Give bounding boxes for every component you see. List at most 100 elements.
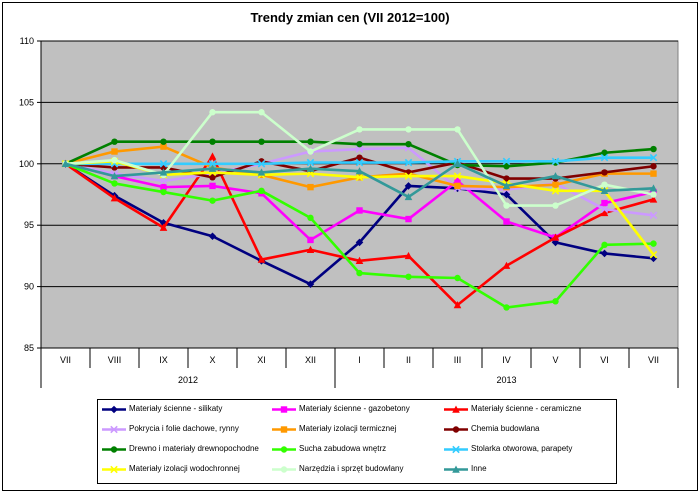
data-point (600, 205, 609, 214)
data-point (650, 240, 657, 247)
legend-swatch-marker (280, 406, 288, 413)
data-point (600, 153, 609, 162)
data-point (502, 261, 511, 269)
series-8 (62, 160, 657, 311)
data-point (453, 159, 462, 167)
data-point (551, 172, 560, 180)
series-12 (61, 159, 658, 201)
data-point (355, 173, 364, 182)
data-point (503, 163, 510, 170)
legend-label: Materiały ścienne - ceramiczne (471, 404, 582, 413)
data-point (601, 199, 608, 207)
data-point (600, 186, 609, 195)
x-tick-label: VI (600, 355, 609, 365)
data-point (601, 181, 608, 188)
data-point (404, 251, 413, 260)
legend-label: Stolarka otworowa, parapety (471, 444, 573, 453)
data-point (600, 208, 609, 217)
data-point (355, 167, 364, 175)
x-tick-label: V (552, 355, 558, 365)
legend-swatch-marker (280, 426, 288, 433)
data-point (209, 174, 216, 181)
data-point (356, 126, 363, 133)
legend-swatch (102, 465, 126, 474)
legend-swatch-marker (110, 405, 118, 414)
data-point (110, 194, 119, 202)
data-point (650, 163, 657, 170)
data-point (355, 256, 364, 265)
legend-label: Chemia budowlana (471, 424, 540, 433)
x-tick-label: VII (60, 355, 71, 365)
data-point (208, 160, 217, 168)
data-point (209, 109, 216, 116)
data-point (405, 140, 412, 148)
data-point (551, 238, 560, 247)
data-point (160, 143, 167, 150)
data-point (502, 157, 511, 166)
data-point (208, 164, 217, 172)
legend-swatch (102, 446, 126, 453)
data-point (502, 181, 511, 190)
data-point (503, 175, 510, 182)
legend-label: Inne (471, 464, 487, 473)
data-point (111, 180, 118, 187)
data-point (159, 160, 168, 168)
plot-area (40, 40, 679, 349)
data-point (551, 233, 560, 241)
y-tick-label: 105 (19, 97, 34, 107)
data-point (601, 149, 608, 156)
data-point (258, 187, 265, 195)
legend-swatch (444, 445, 468, 454)
data-point (650, 170, 657, 177)
legend-swatch-marker (110, 425, 118, 434)
data-point (552, 181, 559, 188)
x-tick-label: XI (257, 355, 266, 365)
data-point (355, 238, 364, 247)
x-tick-label: XII (305, 355, 316, 365)
data-point (649, 250, 658, 259)
legend-label: Pokrycia i folie dachowe, rynny (129, 424, 239, 433)
data-point (160, 138, 167, 145)
data-point (306, 158, 315, 167)
data-point (551, 187, 560, 195)
data-point (404, 158, 413, 167)
data-point (306, 164, 315, 172)
data-point (307, 148, 314, 155)
data-point (404, 192, 413, 201)
data-point (61, 159, 70, 167)
data-point (649, 195, 658, 203)
data-point (454, 177, 461, 185)
legend-swatch (272, 426, 296, 433)
data-point (110, 172, 119, 180)
data-point (258, 109, 265, 116)
data-point (405, 126, 412, 133)
data-point (356, 269, 363, 277)
data-point (650, 191, 657, 198)
data-point (453, 301, 462, 309)
legend-label: Drewno i materiały drewnopochodne (129, 444, 259, 453)
legend-swatch (272, 446, 296, 453)
x-tick-label: III (454, 355, 462, 365)
x-tick-label: VIII (108, 355, 122, 365)
data-point (209, 182, 216, 190)
legend-swatch (444, 405, 468, 413)
data-point (159, 177, 168, 185)
x-tick-label: VII (648, 355, 659, 365)
data-point (405, 215, 412, 223)
data-point (404, 172, 413, 180)
data-point (454, 182, 461, 190)
data-point (160, 188, 167, 196)
data-point (356, 207, 363, 214)
data-point (503, 304, 510, 311)
chart-legend: Materiały ścienne - silikaty Materiały śc… (97, 399, 617, 484)
data-point (307, 236, 314, 244)
legend-swatch-marker (452, 405, 460, 413)
legend-label: Sucha zabudowa wnętrz (299, 444, 387, 453)
data-point (208, 232, 217, 241)
data-point (257, 168, 266, 176)
x-tick-label: IV (502, 355, 511, 365)
year-group-label: 2012 (178, 375, 198, 385)
legend-label: Narzędzia i sprzęt budowlany (299, 464, 404, 473)
data-point (258, 138, 265, 145)
